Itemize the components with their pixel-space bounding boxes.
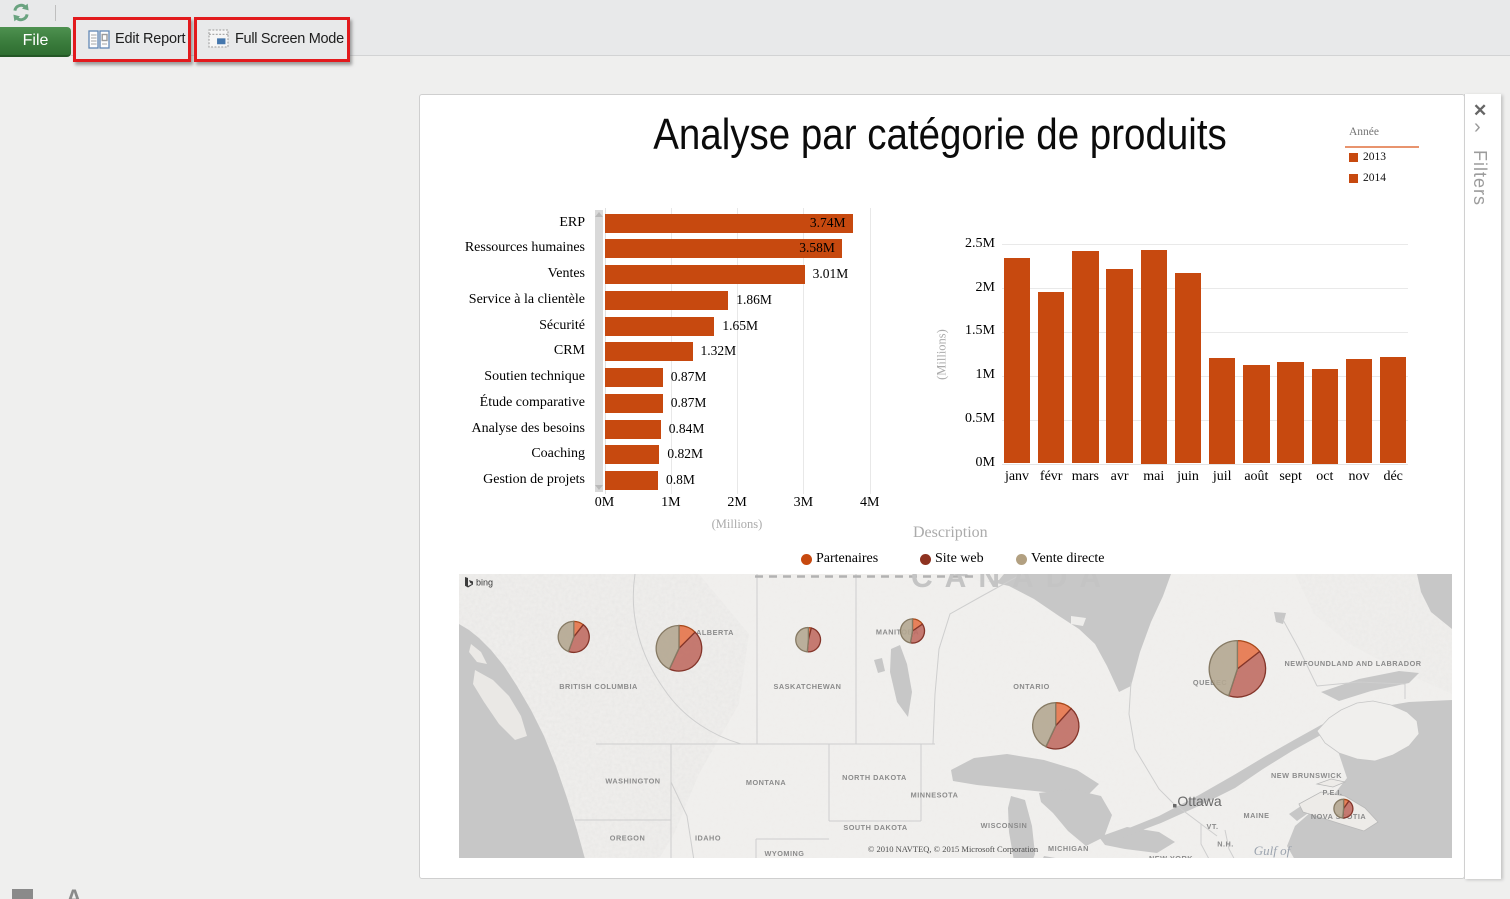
svg-text:MONTANA: MONTANA	[745, 778, 785, 787]
svg-text:QUEBEC: QUEBEC	[1192, 678, 1226, 687]
svg-text:N.H.: N.H.	[1217, 839, 1234, 848]
svg-text:BRITISH COLUMBIA: BRITISH COLUMBIA	[559, 682, 638, 691]
svg-text:ALBERTA: ALBERTA	[696, 628, 734, 637]
svg-text:bing: bing	[476, 577, 493, 587]
svg-text:SASKATCHEWAN: SASKATCHEWAN	[773, 682, 841, 691]
svg-text:MINNESOTA: MINNESOTA	[910, 790, 958, 799]
svg-text:IDAHO: IDAHO	[694, 833, 720, 842]
svg-text:P.E.I.: P.E.I.	[1322, 788, 1342, 797]
svg-text:Gulf of: Gulf of	[1253, 843, 1292, 858]
svg-text:SOUTH DAKOTA: SOUTH DAKOTA	[843, 823, 907, 832]
svg-text:NEW BRUNSWICK: NEW BRUNSWICK	[1271, 771, 1342, 780]
svg-text:NEWFOUNDLAND AND LABRADOR: NEWFOUNDLAND AND LABRADOR	[1284, 659, 1421, 668]
svg-text:WYOMING: WYOMING	[764, 849, 804, 858]
svg-text:CANADA: CANADA	[911, 574, 1113, 594]
svg-text:WASHINGTON: WASHINGTON	[605, 776, 660, 785]
svg-text:NORTH DAKOTA: NORTH DAKOTA	[842, 773, 907, 782]
svg-text:ONTARIO: ONTARIO	[1013, 682, 1050, 691]
svg-text:MANITOBA: MANITOBA	[875, 627, 918, 636]
svg-text:WISCONSIN: WISCONSIN	[980, 821, 1027, 830]
svg-text:MICHIGAN: MICHIGAN	[1048, 844, 1089, 853]
svg-text:VT.: VT.	[1206, 822, 1218, 831]
svg-text:NEW YORK: NEW YORK	[1148, 854, 1192, 858]
svg-text:© 2010 NAVTEQ, © 2015 Microsof: © 2010 NAVTEQ, © 2015 Microsoft Corporat…	[867, 844, 1038, 854]
svg-text:OREGON: OREGON	[609, 833, 644, 842]
svg-text:Ottawa: Ottawa	[1177, 793, 1222, 809]
svg-text:MAINE: MAINE	[1243, 811, 1269, 820]
